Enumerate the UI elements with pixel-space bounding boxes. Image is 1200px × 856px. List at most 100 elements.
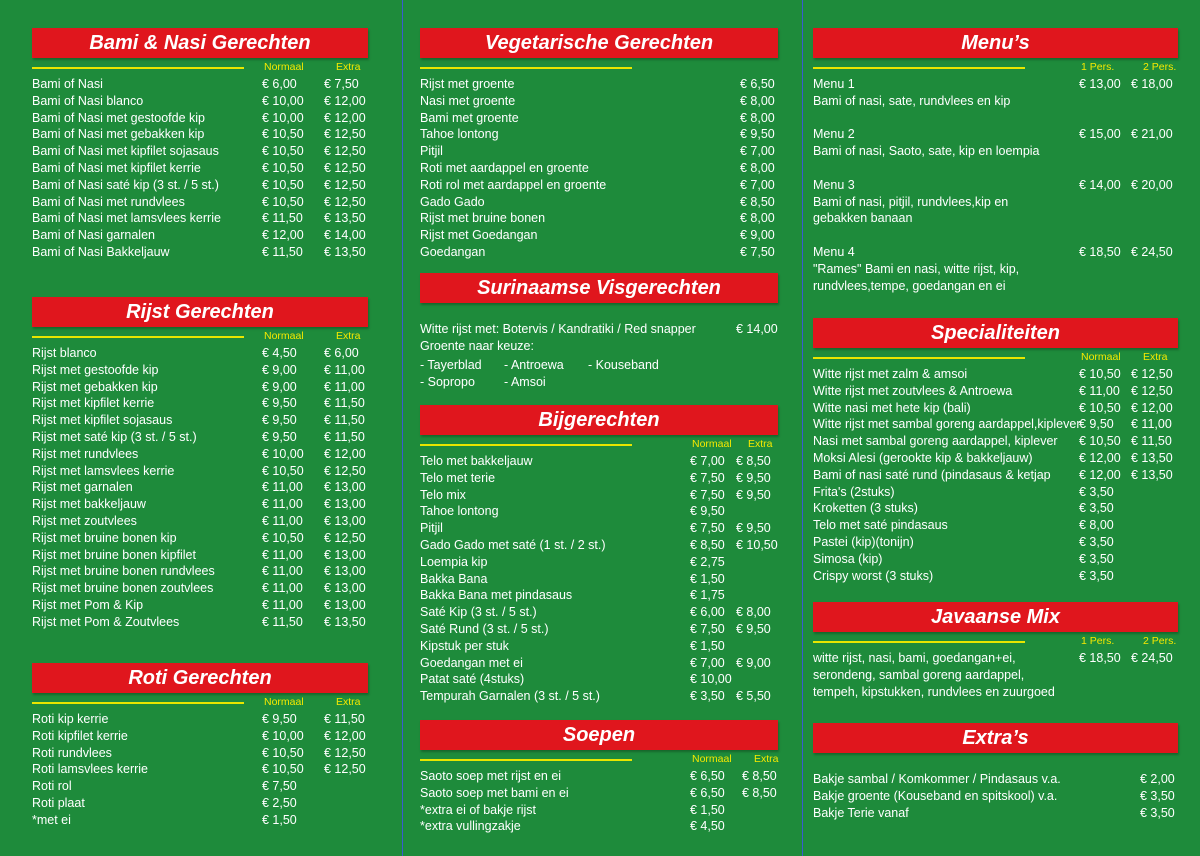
price: € 6,50 <box>690 785 725 800</box>
section-title: Surinaamse Visgerechten <box>420 273 778 303</box>
spacer <box>813 227 1178 244</box>
price: € 10,00 <box>690 672 732 687</box>
item-name: Rijst met saté kip (3 st. / 5 st.) <box>32 429 197 444</box>
item-name: serondeng, sambal goreng aardappel, <box>813 667 1025 682</box>
menu-row: Frita's (2stuks) € 3,50 <box>813 484 1178 501</box>
menu-row: Rijst met bruine bonen kip € 10,50 € 12,50 <box>32 530 368 547</box>
column-header: 2 Pers. <box>1143 635 1177 647</box>
item-name: Gado Gado met saté (1 st. / 2 st.) <box>420 537 606 552</box>
price: € 13,00 <box>324 581 366 596</box>
price: € 14,00 <box>1079 177 1121 192</box>
item-name: Bami of Nasi met rundvlees <box>32 194 185 209</box>
menu-row: Bakka Bana € 1,50 <box>420 571 778 588</box>
section-title: Vegetarische Gerechten <box>420 28 778 58</box>
option: - Amsoi <box>504 374 546 389</box>
divider <box>802 0 803 856</box>
menu-row: "Rames" Bami en nasi, witte rijst, kip, <box>813 261 1178 278</box>
menu-row: Roti plaat € 2,50 <box>32 795 368 812</box>
price: € 13,00 <box>324 547 366 562</box>
price: € 11,50 <box>262 244 303 259</box>
menu-section: Extra’s Bakje sambal / Komkommer / Pindas… <box>813 723 1178 821</box>
item-name: Frita's (2stuks) <box>813 484 895 499</box>
divider-line <box>420 67 632 69</box>
item-name: Rijst met Pom & Zoutvlees <box>32 614 180 629</box>
menu-row: Telo met terie € 7,50 € 9,50 <box>420 470 778 487</box>
item-name: Rijst met bakkeljauw <box>32 497 146 512</box>
menu-row: Loempia kip € 2,75 <box>420 554 778 571</box>
price: € 9,50 <box>740 127 775 142</box>
menu-description: "Rames" Bami en nasi, witte rijst, kip, <box>813 261 1020 276</box>
section-title: Menu’s <box>813 28 1178 58</box>
menu-row: Roti rundvlees € 10,50 € 12,50 <box>32 745 368 762</box>
column-headers: Normaal Extra <box>32 327 368 345</box>
menu-row: Tahoe lontong € 9,50 <box>420 126 778 143</box>
menu-row: Tahoe lontong € 9,50 <box>420 503 778 520</box>
price: € 11,00 <box>1131 417 1172 432</box>
item-name: Goedangan met ei <box>420 655 523 670</box>
menu-row: Rijst met kipfilet sojasaus € 9,50 € 11,50 <box>32 412 368 429</box>
price: € 8,00 <box>740 93 775 108</box>
item-name: Pitjil <box>420 144 443 159</box>
price: € 9,50 <box>262 429 297 444</box>
price: € 10,50 <box>1079 400 1121 415</box>
menu-row: Telo met saté pindasaus € 8,00 <box>813 517 1178 534</box>
price: € 24,50 <box>1131 651 1173 665</box>
item-name: Rijst met bruine bonen rundvlees <box>32 564 215 579</box>
menu-row: Bami of Nasi garnalen € 12,00 € 14,00 <box>32 227 368 244</box>
item-name: Witte rijst met zalm & amsoi <box>813 367 968 381</box>
price: € 11,00 <box>262 547 303 562</box>
menu-row: Bami of Nasi met kipfilet sojasaus € 10,5… <box>32 143 368 160</box>
item-name: Rijst met kipfilet sojasaus <box>32 413 173 428</box>
price: € 13,00 <box>1079 77 1121 91</box>
price: € 7,00 <box>740 144 775 159</box>
menu-row: Bami of Nasi met lamsvlees kerrie € 11,50… <box>32 210 368 227</box>
option: - Sopropo <box>420 374 475 389</box>
menu-row: Saoto soep met bami en ei € 6,50 € 8,50 <box>420 785 778 802</box>
menu-row: Nasi met sambal goreng aardappel, kiplev… <box>813 433 1178 450</box>
option: - Tayerblad <box>420 357 482 372</box>
divider-line <box>420 759 632 761</box>
price: € 9,00 <box>262 379 297 394</box>
price: € 12,50 <box>324 463 366 478</box>
section-title: Extra’s <box>813 723 1178 753</box>
price: € 11,00 <box>324 379 365 394</box>
item-name: Witte rijst met sambal goreng aardappel,… <box>813 417 1081 432</box>
menu-name: Menu 2 <box>813 127 855 142</box>
price: € 13,50 <box>324 244 366 259</box>
column-headers <box>420 58 778 76</box>
price: € 11,00 <box>262 564 303 579</box>
menu-row: Bami of nasi, Saoto, sate, kip en loempi… <box>813 143 1178 160</box>
item-name: Kroketten (3 stuks) <box>813 501 918 516</box>
menu-row: Saté Rund (3 st. / 5 st.) € 7,50 € 9,50 <box>420 621 778 638</box>
price: € 14,00 <box>736 322 778 336</box>
price: € 7,00 <box>690 655 725 670</box>
section-title: Soepen <box>420 720 778 750</box>
column-header: Extra <box>748 438 773 450</box>
item-name: Witte nasi met hete kip (bali) <box>813 400 971 415</box>
price: € 1,50 <box>690 571 725 586</box>
menu-row: Telo mix € 7,50 € 9,50 <box>420 487 778 504</box>
price: € 13,50 <box>324 211 366 226</box>
price: € 12,00 <box>324 728 366 743</box>
spacer <box>813 294 1178 311</box>
menu-row: rundvlees,tempe, goedangan en ei <box>813 278 1178 295</box>
column-header: Extra <box>336 61 361 73</box>
item-name: Saté Kip (3 st. / 5 st.) <box>420 605 537 620</box>
menu-row: Rijst met bruine bonen rundvlees € 11,00 €… <box>32 563 368 580</box>
column-header: Normaal <box>692 753 732 765</box>
menu-row: Pitjil € 7,00 <box>420 143 778 160</box>
item-name: Bakje sambal / Komkommer / Pindasaus v.a… <box>813 772 1061 786</box>
column-header: Extra <box>336 330 361 342</box>
item-name: Roti rol met aardappel en groente <box>420 177 607 192</box>
column-header: 1 Pers. <box>1081 61 1115 73</box>
price: € 12,50 <box>324 194 366 209</box>
menu-row: Menu 3 € 14,00 € 20,00 <box>813 177 1178 194</box>
menu-row: Witte rijst met: Botervis / Kandratiki /… <box>420 321 778 338</box>
price: € 9,50 <box>690 504 725 519</box>
menu-row: serondeng, sambal goreng aardappel, <box>813 667 1178 684</box>
price: € 11,50 <box>324 429 365 444</box>
price: € 9,00 <box>736 655 771 670</box>
divider <box>402 0 403 856</box>
menu-row: Bami met groente € 8,00 <box>420 110 778 127</box>
price: € 7,00 <box>740 177 775 192</box>
